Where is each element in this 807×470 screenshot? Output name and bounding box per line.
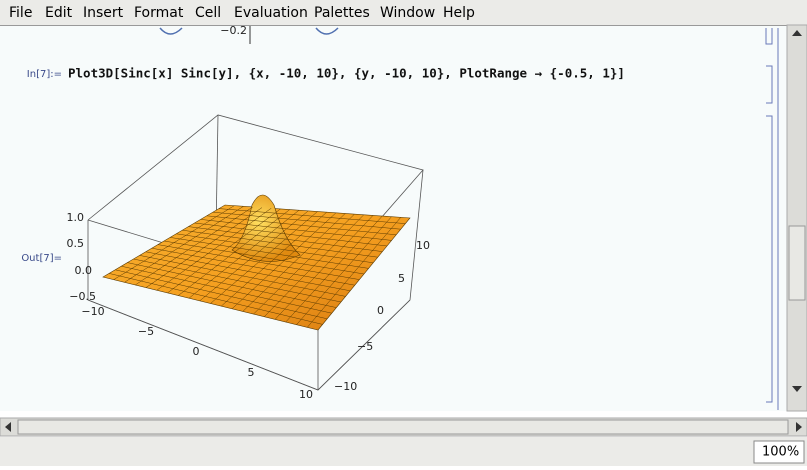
- v-scrollbar[interactable]: [786, 24, 807, 412]
- mesh-line: [218, 208, 406, 224]
- y-tick-label: 0: [377, 304, 384, 317]
- z-tick-label: 0.5: [67, 237, 85, 250]
- input-label: In[7]:=: [27, 69, 62, 80]
- mesh-line: [274, 215, 374, 320]
- y-tick-label: 10: [416, 239, 430, 252]
- mesh-line: [231, 212, 337, 309]
- mesh-line: [182, 229, 378, 258]
- mesh-line: [296, 216, 392, 325]
- z-tick-label: −0.5: [69, 290, 96, 303]
- x-tick-label: −5: [138, 325, 154, 338]
- mesh-line: [285, 215, 383, 323]
- menu-item[interactable]: Evaluation: [234, 5, 308, 21]
- y-tick-label: 5: [398, 272, 405, 285]
- mesh-line: [212, 211, 401, 230]
- menu-item[interactable]: Edit: [45, 5, 73, 21]
- tick-label: −0.2: [220, 24, 247, 37]
- cell-bracket: [765, 28, 773, 45]
- mesh-line: [264, 214, 364, 317]
- cell-bracket: [766, 65, 773, 104]
- output-label: Out[7]=: [21, 253, 62, 264]
- curve: [159, 27, 183, 35]
- mesh-line: [221, 211, 327, 307]
- surface-peak: [231, 194, 301, 262]
- status-bar: [0, 437, 807, 466]
- h-scroll-thumb[interactable]: [17, 419, 789, 435]
- menu-item[interactable]: Help: [443, 5, 475, 21]
- v-scroll-thumb[interactable]: [788, 225, 806, 301]
- menu-bar: [0, 0, 807, 25]
- cell-bracket: [766, 115, 773, 403]
- menu-item[interactable]: Palettes: [314, 5, 370, 21]
- y-tick-label: −10: [334, 380, 357, 393]
- menu-item[interactable]: Insert: [83, 5, 124, 21]
- mesh-line: [176, 233, 374, 264]
- mesh-line: [210, 211, 318, 304]
- mesh-line: [253, 213, 355, 315]
- scroll-left[interactable]: [5, 422, 11, 432]
- mesh-line: [188, 226, 383, 252]
- mesh-line: [170, 237, 369, 269]
- input-code[interactable]: Plot3D[Sinc[x] Sinc[y], {x, -10, 10}, {y…: [68, 66, 625, 81]
- scroll-down[interactable]: [792, 386, 802, 392]
- surface-mesh: [109, 205, 406, 328]
- menu-item[interactable]: Cell: [195, 5, 221, 21]
- mesh-line: [200, 219, 392, 241]
- mesh-line: [307, 217, 401, 328]
- x-tick-label: 0: [193, 345, 200, 358]
- zoom-box[interactable]: [753, 440, 805, 464]
- x-tick-label: −10: [81, 305, 104, 318]
- menu-item[interactable]: Window: [380, 5, 435, 21]
- y-tick-label: −5: [357, 340, 373, 353]
- mesh-line: [206, 215, 397, 236]
- menu-item[interactable]: File: [9, 5, 32, 21]
- plot-box-front: [87, 299, 411, 391]
- mesh-line: [242, 213, 346, 312]
- x-tick-label: 10: [299, 388, 313, 401]
- mesh-line: [194, 222, 388, 247]
- z-tick-label: 1.0: [67, 211, 85, 224]
- x-tick-label: 5: [248, 366, 255, 379]
- scroll-up[interactable]: [792, 30, 802, 36]
- scroll-right[interactable]: [796, 422, 802, 432]
- curve: [315, 27, 339, 35]
- zoom[interactable]: 100%: [762, 445, 799, 460]
- z-tick-label: 0.0: [75, 264, 93, 277]
- menu-item[interactable]: Format: [134, 5, 184, 21]
